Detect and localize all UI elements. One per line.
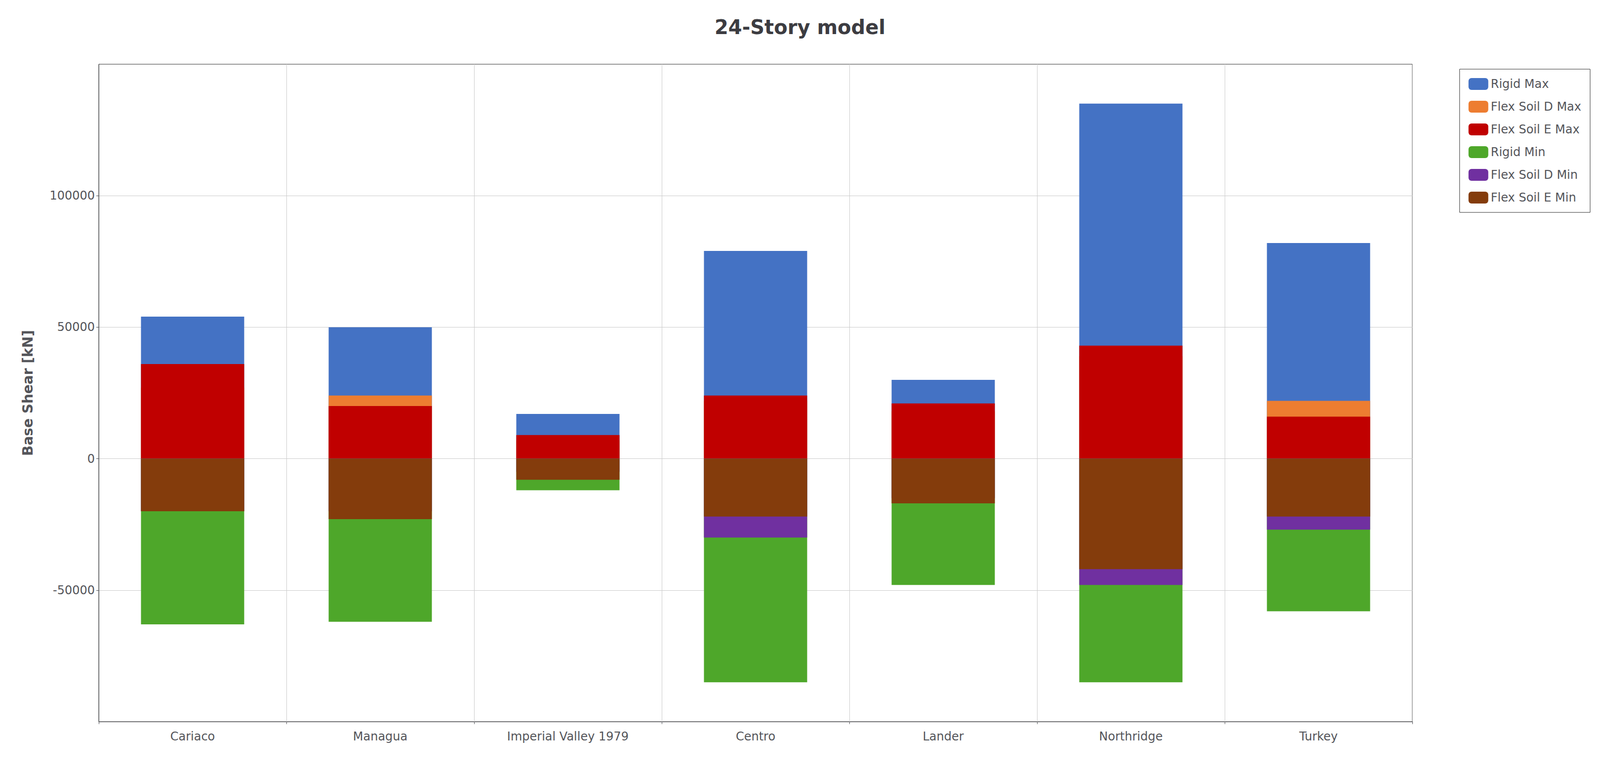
svg-text:Rigid Max: Rigid Max [1490, 77, 1550, 91]
svg-text:Flex Soil E Min: Flex Soil E Min [1490, 190, 1577, 205]
svg-text:Imperial Valley 1979: Imperial Valley 1979 [507, 729, 629, 744]
svg-text:100000: 100000 [49, 188, 95, 203]
svg-text:Flex Soil E Max: Flex Soil E Max [1490, 122, 1580, 137]
svg-text:50000: 50000 [57, 320, 95, 334]
svg-text:Northridge: Northridge [1099, 729, 1163, 744]
svg-text:-50000: -50000 [52, 583, 95, 598]
svg-text:Cariaco: Cariaco [170, 729, 216, 744]
svg-text:Base Shear [kN]: Base Shear [kN] [19, 329, 37, 456]
svg-text:Turkey: Turkey [1298, 729, 1338, 744]
svg-text:Rigid Min: Rigid Min [1490, 145, 1546, 160]
svg-text:Centro: Centro [735, 729, 776, 744]
svg-text:Lander: Lander [922, 729, 964, 744]
svg-text:Managua: Managua [353, 729, 408, 744]
svg-text:Flex Soil D Max: Flex Soil D Max [1490, 99, 1582, 114]
svg-text:0: 0 [87, 451, 95, 466]
svg-text:24-Story model: 24-Story model [714, 15, 886, 39]
svg-text:Flex Soil D Min: Flex Soil D Min [1490, 167, 1578, 182]
